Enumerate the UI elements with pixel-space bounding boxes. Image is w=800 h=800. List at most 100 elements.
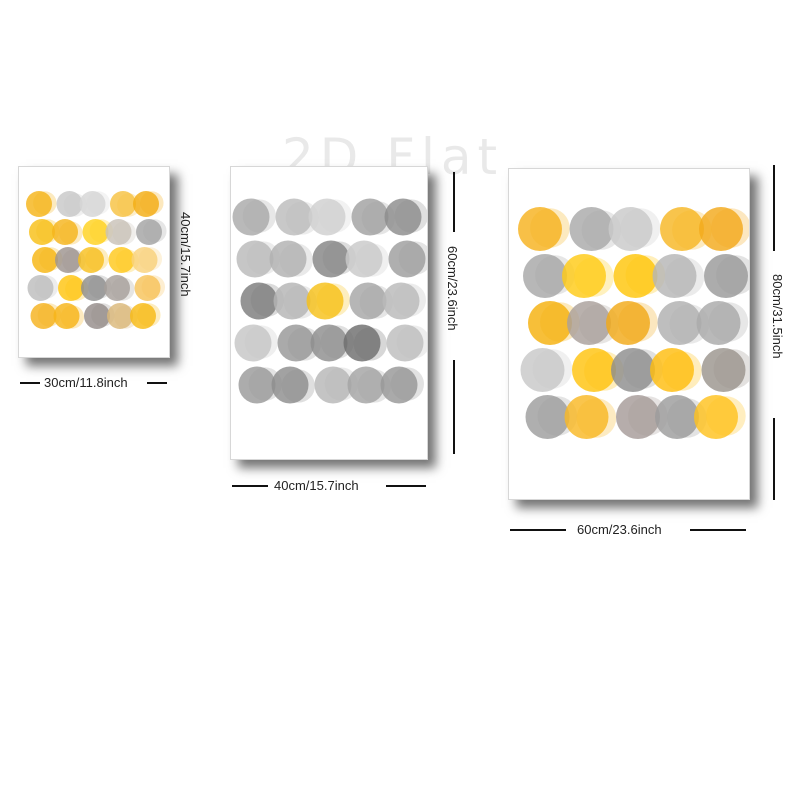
pattern-circle: [107, 303, 133, 329]
pattern-circle-overlap: [85, 247, 109, 271]
pattern-circle-overlap: [138, 247, 163, 271]
pattern-circle: [382, 282, 420, 320]
pattern-circle: [236, 240, 274, 278]
pattern-circle-overlap: [141, 275, 166, 299]
height-label-medium: 60cm/23.6inch: [445, 246, 460, 331]
pattern-circle-overlap: [355, 243, 389, 277]
pattern-circle: [56, 191, 83, 217]
dot-pattern-large: [518, 207, 749, 439]
pattern-circle-overlap: [112, 221, 137, 245]
dimension-line: [386, 485, 426, 487]
pattern-circle-overlap: [574, 257, 614, 297]
pattern-circle: [606, 301, 650, 345]
pattern-circle-overlap: [532, 349, 573, 389]
pattern-circle-overlap: [706, 396, 746, 436]
pattern-circle: [52, 219, 78, 245]
pattern-circle-overlap: [394, 199, 427, 233]
pattern-circle-overlap: [34, 275, 59, 299]
pattern-circle: [310, 324, 348, 362]
pattern-circle: [53, 303, 80, 329]
pattern-circle: [347, 366, 385, 404]
pattern-circle-overlap: [244, 325, 278, 359]
pattern-circle: [562, 254, 606, 298]
pattern-circle-overlap: [530, 208, 570, 248]
pattern-circle: [660, 207, 704, 251]
pattern-circle: [105, 219, 132, 245]
pattern-circle: [277, 324, 315, 362]
pattern-circle: [130, 303, 156, 329]
pattern-circle: [694, 395, 738, 439]
pattern-circle: [650, 348, 694, 392]
pattern-circle-overlap: [281, 369, 315, 403]
width-label-large: 60cm/23.6inch: [577, 522, 662, 537]
pattern-circle-overlap: [620, 208, 661, 248]
dimension-line: [510, 529, 566, 531]
pattern-circle-overlap: [716, 255, 749, 295]
pattern-circle: [26, 191, 52, 217]
pattern-circle: [613, 254, 658, 298]
pattern-circle: [104, 275, 130, 301]
pattern-circle: [567, 301, 611, 345]
pattern-circle: [84, 303, 110, 329]
pattern-circle-overlap: [390, 367, 424, 401]
canvas-small: [18, 166, 170, 358]
pattern-circle-overlap: [392, 283, 426, 317]
pattern-circle: [82, 219, 109, 245]
pattern-circle-overlap: [664, 257, 705, 297]
pattern-circle-overlap: [662, 351, 702, 391]
dimension-line: [453, 172, 455, 232]
pattern-circle: [27, 275, 54, 301]
pattern-circle: [388, 240, 426, 278]
pattern-circle: [528, 301, 572, 345]
pattern-circle: [108, 247, 135, 273]
pattern-circle: [699, 207, 743, 251]
canvas-medium: [230, 166, 428, 460]
pattern-circle: [78, 247, 104, 273]
pattern-circle-overlap: [353, 327, 387, 361]
pattern-circle-overlap: [576, 398, 617, 438]
pattern-circle-overlap: [60, 305, 85, 329]
pattern-circle: [523, 254, 567, 298]
dimension-line: [232, 485, 268, 487]
height-label-small: 40cm/15.7inch: [178, 212, 193, 297]
pattern-circle: [306, 282, 344, 320]
dimension-line: [147, 382, 167, 384]
pattern-circle: [110, 191, 136, 217]
pattern-circle-overlap: [242, 199, 276, 233]
height-label-large: 80cm/31.5inch: [770, 274, 785, 359]
pattern-circle-overlap: [318, 199, 352, 233]
pattern-circle: [314, 366, 352, 404]
pattern-circle: [564, 395, 609, 439]
pattern-circle: [652, 254, 697, 298]
pattern-circle-overlap: [143, 219, 167, 243]
pattern-circle-overlap: [711, 208, 749, 248]
pattern-circle: [608, 207, 653, 251]
pattern-circle: [232, 198, 270, 236]
pattern-circle: [657, 301, 702, 345]
pattern-circle-overlap: [33, 191, 57, 215]
pattern-circle: [312, 240, 350, 278]
pattern-circle: [518, 207, 562, 251]
pattern-circle: [696, 301, 741, 345]
pattern-circle: [380, 366, 418, 404]
pattern-circle: [343, 324, 381, 362]
pattern-circle: [269, 240, 307, 278]
pattern-circle: [79, 191, 106, 217]
pattern-circle: [238, 366, 276, 404]
pattern-circle: [611, 348, 655, 392]
pattern-circle: [384, 198, 422, 236]
pattern-circle-overlap: [86, 191, 111, 215]
pattern-circle: [308, 198, 346, 236]
dot-pattern-medium: [232, 198, 427, 404]
canvas-large: [508, 168, 750, 500]
pattern-circle: [349, 282, 387, 320]
pattern-circle-overlap: [279, 243, 313, 277]
pattern-circle-overlap: [316, 283, 350, 317]
pattern-circle-overlap: [618, 302, 658, 342]
dimension-line: [773, 418, 775, 500]
pattern-circle: [275, 198, 313, 236]
pattern-circle-overlap: [713, 349, 749, 389]
dimension-line: [690, 529, 746, 531]
pattern-circle-overlap: [59, 221, 83, 245]
pattern-circle: [131, 247, 158, 273]
